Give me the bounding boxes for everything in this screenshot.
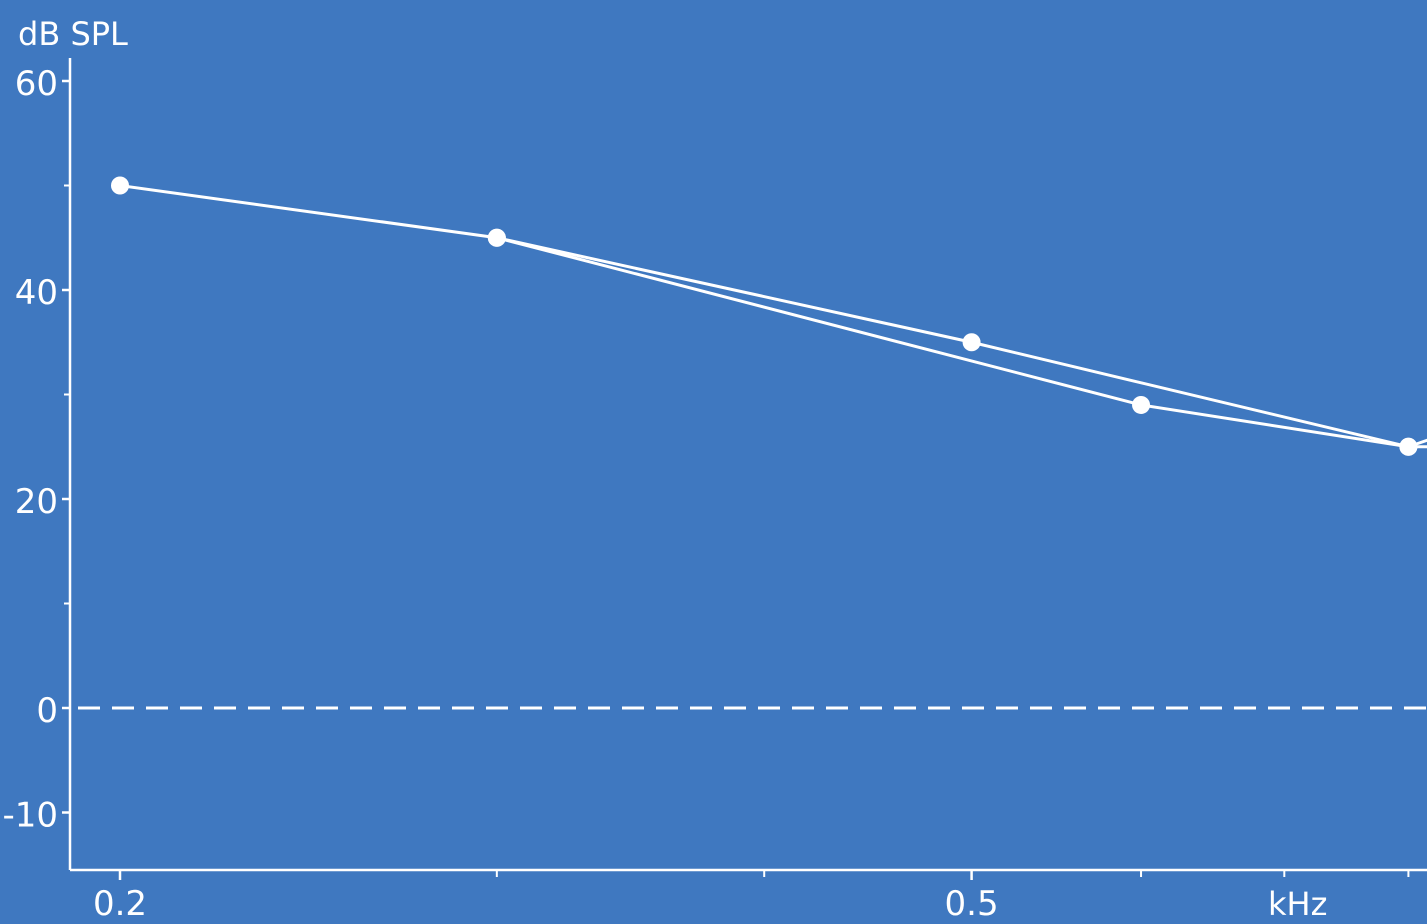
series-group <box>111 176 1427 456</box>
x-axis-label: kHz <box>1268 885 1327 920</box>
y-tick-label: -10 <box>2 796 58 836</box>
y-tick-label: 0 <box>36 691 58 731</box>
series-1-point <box>111 176 129 195</box>
series-1-point <box>962 333 981 352</box>
series-2-point <box>487 228 506 247</box>
axes <box>62 58 1427 880</box>
series-1-line <box>119 184 1427 449</box>
y-tick-label: 60 <box>15 64 58 104</box>
x-tick-label: 0.2 <box>93 884 147 920</box>
series-2-point <box>1399 437 1418 456</box>
series-2-point <box>1132 395 1151 414</box>
y-axis-label: dB SPL <box>18 15 128 53</box>
x-tick-label: 0.5 <box>945 884 999 920</box>
series-2-line <box>496 236 1427 449</box>
y-tick-label: 20 <box>15 482 58 522</box>
y-tick-label: 40 <box>15 273 58 313</box>
